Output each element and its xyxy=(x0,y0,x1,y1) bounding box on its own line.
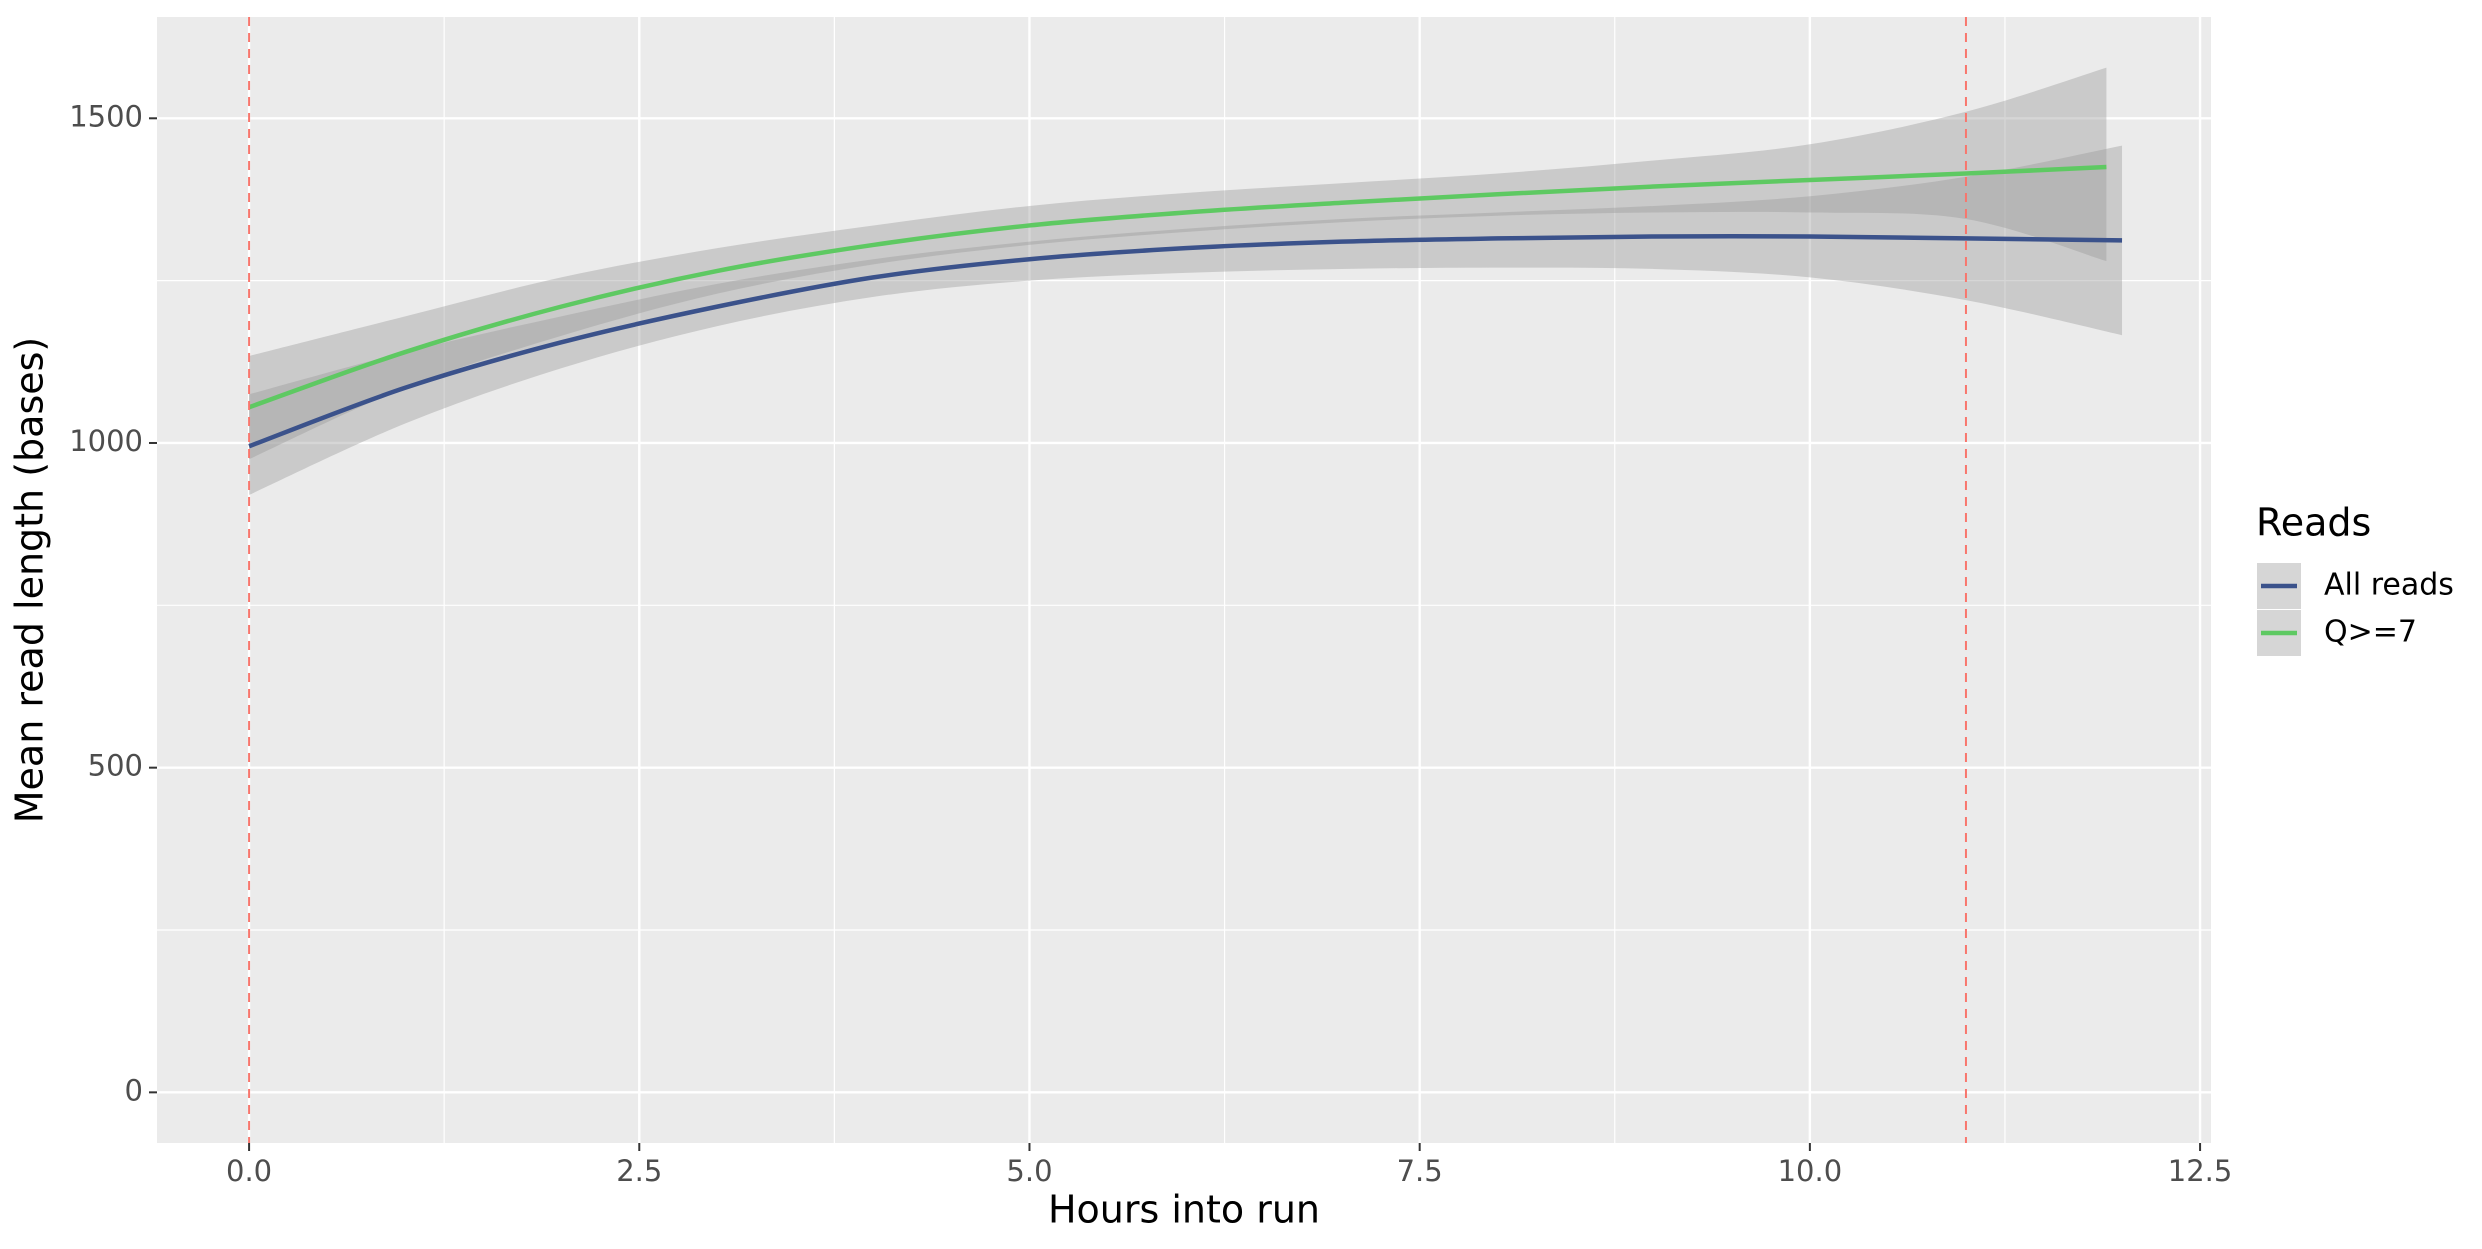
x-tick-label: 10.0 xyxy=(1778,1154,1843,1188)
line xyxy=(248,164,2107,410)
y-tick-label: 1000 xyxy=(69,424,143,458)
x-tick-label: 7.5 xyxy=(1397,1154,1443,1188)
confidence-band xyxy=(249,67,2107,460)
confidence-band xyxy=(249,145,2123,495)
line xyxy=(248,233,2123,449)
legend-title: Reads xyxy=(2256,501,2371,545)
y-tick-label: 500 xyxy=(88,749,143,783)
x-tick-label: 12.5 xyxy=(2168,1154,2233,1188)
x-tick-label: 5.0 xyxy=(1006,1154,1052,1188)
legend-label: Q>=7 xyxy=(2324,615,2417,650)
y-tick-label: 1500 xyxy=(69,99,143,133)
x-tick-label: 0.0 xyxy=(226,1154,272,1188)
x-axis-title: Hours into run xyxy=(1048,1188,1320,1232)
legend-label: All reads xyxy=(2324,568,2454,603)
y-tick-label: 0 xyxy=(125,1073,143,1107)
y-axis-title: Mean read length (bases) xyxy=(8,337,52,824)
panel xyxy=(157,17,2211,1143)
x-tick-label: 2.5 xyxy=(616,1154,662,1188)
